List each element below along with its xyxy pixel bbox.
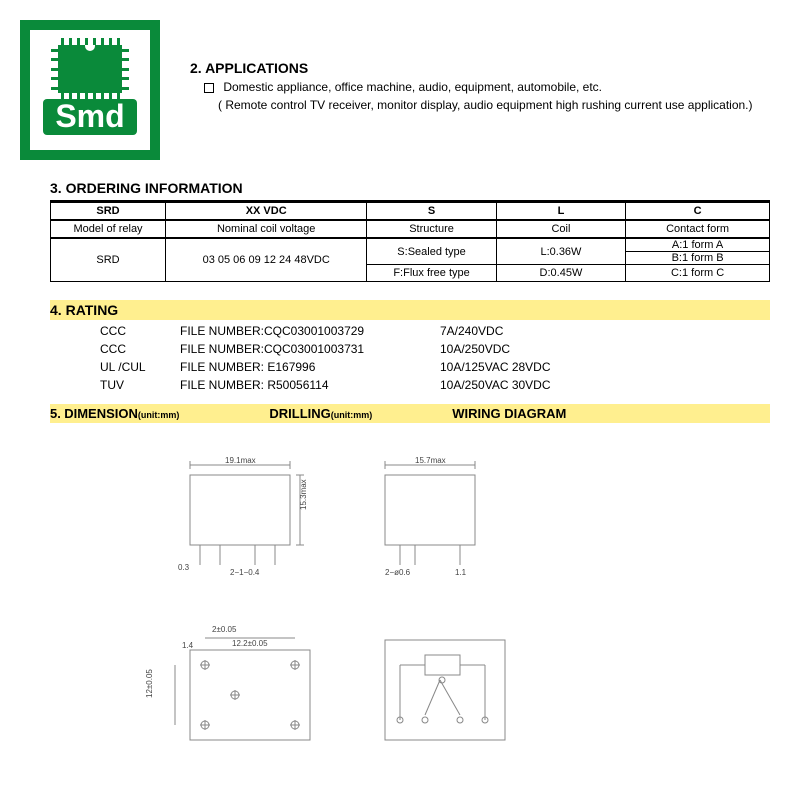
dimension-unit: (unit:mm) bbox=[138, 410, 180, 420]
rating-file: FILE NUMBER: E167996 bbox=[180, 360, 440, 374]
ordering-contact-2: C:1 form C bbox=[626, 265, 770, 282]
applications-title: APPLICATIONS bbox=[205, 60, 308, 76]
chip-icon bbox=[58, 45, 122, 93]
applications-text1: Domestic appliance, office machine, audi… bbox=[223, 80, 602, 94]
drill-d: 1.4 bbox=[182, 641, 194, 650]
ordering-contact-cell-a: A:1 form A B:1 form B bbox=[626, 238, 770, 265]
rating-agency: CCC bbox=[100, 342, 180, 356]
drill-b: 12.2±0.05 bbox=[232, 639, 268, 648]
dimension-label: DIMENSION bbox=[64, 406, 138, 421]
checkbox-icon bbox=[204, 83, 214, 93]
rating-file: FILE NUMBER: R50056114 bbox=[180, 378, 440, 392]
logo-text: Smd bbox=[43, 99, 136, 134]
rating-spec: 7A/240VDC bbox=[440, 324, 770, 338]
ordering-th-1: XX VDC bbox=[166, 202, 367, 221]
rating-row: UL /CULFILE NUMBER: E16799610A/125VAC 28… bbox=[100, 360, 770, 374]
rating-header: 4. RATING bbox=[50, 300, 770, 320]
dim-front-w: 15.7max bbox=[415, 456, 446, 465]
ordering-coil-1: D:0.45W bbox=[496, 265, 625, 282]
logo-block: Smd bbox=[20, 20, 160, 160]
dim-side-h: 15.3max bbox=[299, 479, 308, 510]
ordering-contact-0: A:1 form A bbox=[626, 239, 769, 252]
ordering-voltages: 03 05 06 09 12 24 48VDC bbox=[166, 238, 367, 282]
rating-file: FILE NUMBER:CQC03001003731 bbox=[180, 342, 440, 356]
dim-lead-a: 0.3 bbox=[178, 563, 190, 572]
ordering-contact-1: B:1 form B bbox=[626, 252, 769, 264]
rating-title: RATING bbox=[66, 302, 119, 318]
rating-row: CCCFILE NUMBER:CQC0300100373110A/250VDC bbox=[100, 342, 770, 356]
ordering-table: SRD XX VDC S L C Model of relay Nominal … bbox=[50, 200, 770, 282]
applications-line1: Domestic appliance, office machine, audi… bbox=[204, 80, 780, 94]
applications-line2: ( Remote control TV receiver, monitor di… bbox=[218, 98, 780, 112]
ordering-sub-3: Coil bbox=[496, 220, 625, 238]
ordering-structure-0: S:Sealed type bbox=[367, 238, 496, 265]
drill-c: 12±0.05 bbox=[145, 669, 154, 698]
ordering-coil-0: L:0.36W bbox=[496, 238, 625, 265]
rating-agency: CCC bbox=[100, 324, 180, 338]
rating-row: CCCFILE NUMBER:CQC030010037297A/240VDC bbox=[100, 324, 770, 338]
rating-number: 4. bbox=[50, 302, 62, 318]
drilling-unit: (unit:mm) bbox=[331, 410, 373, 420]
dim-lead-b: 2−1−0.4 bbox=[230, 568, 260, 577]
ordering-sub-2: Structure bbox=[367, 220, 496, 238]
diagram-wiring bbox=[370, 625, 520, 755]
rating-spec: 10A/125VAC 28VDC bbox=[440, 360, 770, 374]
drilling-label: DRILLING bbox=[269, 406, 330, 421]
ordering-structure-1: F:Flux free type bbox=[367, 265, 496, 282]
ordering-th-3: L bbox=[496, 202, 625, 221]
rating-spec: 10A/250VDC bbox=[440, 342, 770, 356]
applications-number: 2. bbox=[190, 60, 202, 76]
rating-section: 4. RATING CCCFILE NUMBER:CQC030010037297… bbox=[50, 300, 770, 392]
wiring-label: WIRING DIAGRAM bbox=[452, 406, 566, 421]
rating-row: TUVFILE NUMBER: R5005611410A/250VAC 30VD… bbox=[100, 378, 770, 392]
applications-section: 2. APPLICATIONS Domestic appliance, offi… bbox=[190, 60, 780, 112]
ordering-sub-4: Contact form bbox=[626, 220, 770, 238]
diagram-front-view: 15.7max 2−ø0.6 1.1 bbox=[360, 455, 510, 585]
ordering-header: 3. ORDERING INFORMATION bbox=[50, 180, 770, 196]
logo-inner: Smd bbox=[30, 30, 150, 150]
ordering-sub-0: Model of relay bbox=[51, 220, 166, 238]
rating-file: FILE NUMBER:CQC03001003729 bbox=[180, 324, 440, 338]
rating-agency: TUV bbox=[100, 378, 180, 392]
dim-side-w: 19.1max bbox=[225, 456, 256, 465]
ordering-th-4: C bbox=[626, 202, 770, 221]
dim-lead-d: 1.1 bbox=[455, 568, 467, 577]
dim-lead-c: 2−ø0.6 bbox=[385, 568, 411, 577]
ordering-model: SRD bbox=[51, 238, 166, 282]
rating-spec: 10A/250VAC 30VDC bbox=[440, 378, 770, 392]
applications-header: 2. APPLICATIONS bbox=[190, 60, 780, 76]
dimension-header: 5. DIMENSION (unit:mm) DRILLING (unit:mm… bbox=[50, 404, 770, 423]
diagram-drilling: 2±0.05 12.2±0.05 12±0.05 1.4 bbox=[140, 620, 340, 770]
drill-a: 2±0.05 bbox=[212, 625, 237, 634]
ordering-title: ORDERING INFORMATION bbox=[66, 180, 243, 196]
rating-agency: UL /CUL bbox=[100, 360, 180, 374]
ordering-section: 3. ORDERING INFORMATION SRD XX VDC S L C… bbox=[50, 180, 770, 282]
dimension-section: 5. DIMENSION (unit:mm) DRILLING (unit:mm… bbox=[50, 404, 770, 423]
diagrams-area: 19.1max 15.3max 0.3 2−1−0.4 15.7max 2−ø0… bbox=[160, 455, 620, 775]
ordering-sub-1: Nominal coil voltage bbox=[166, 220, 367, 238]
ordering-number: 3. bbox=[50, 180, 62, 196]
diagram-side-view: 19.1max 15.3max 0.3 2−1−0.4 bbox=[160, 455, 330, 585]
ordering-th-0: SRD bbox=[51, 202, 166, 221]
ordering-th-2: S bbox=[367, 202, 496, 221]
sec5-number: 5. bbox=[50, 406, 61, 421]
